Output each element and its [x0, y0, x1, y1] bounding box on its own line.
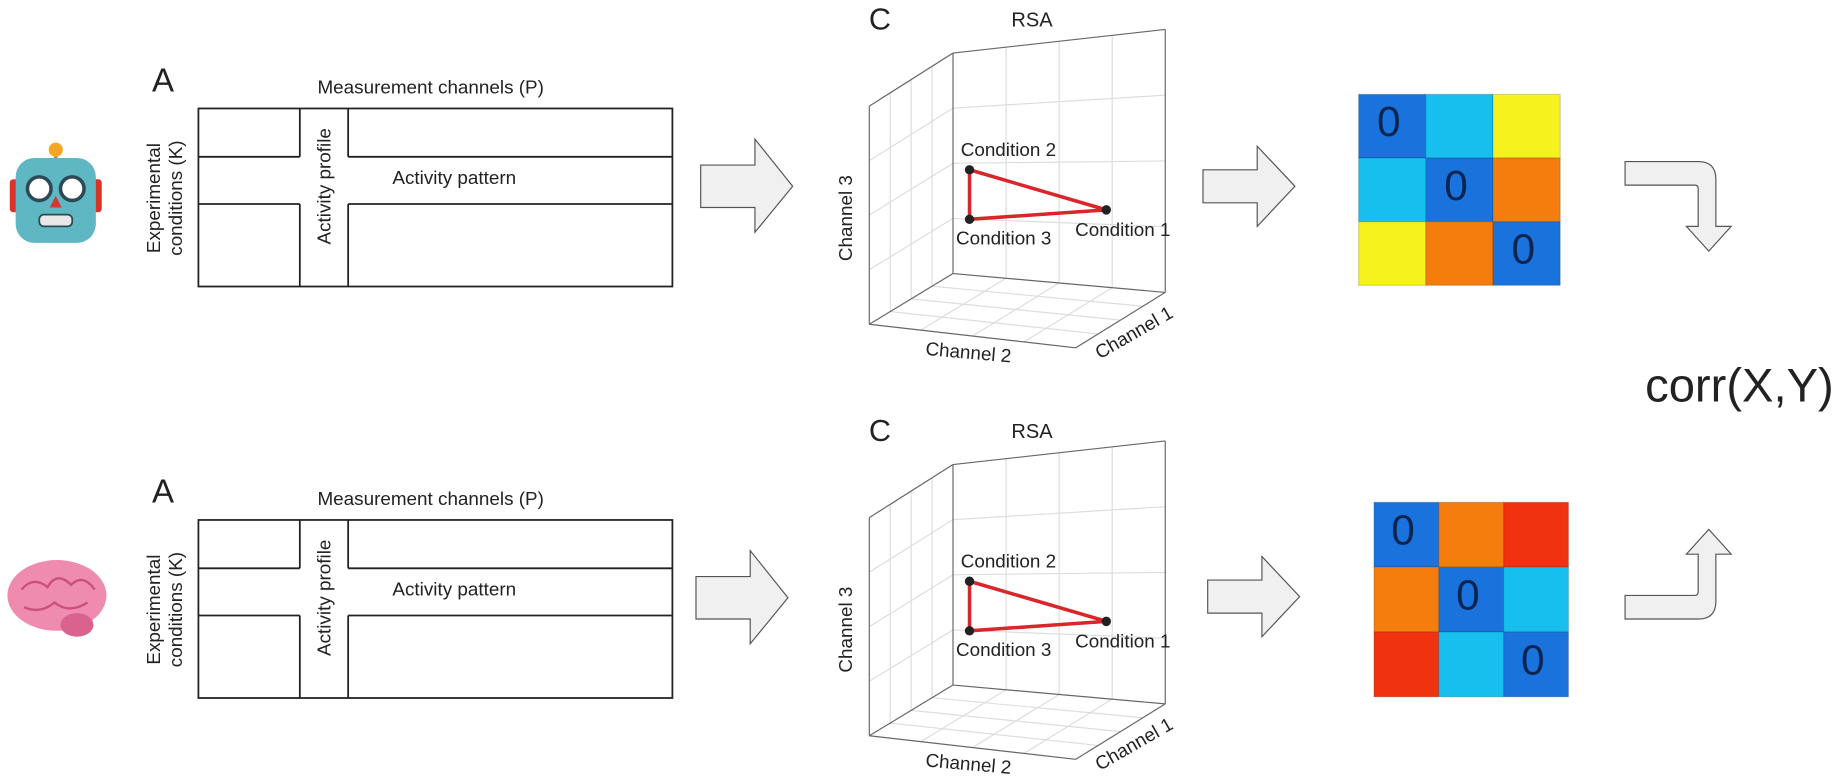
triangle [967, 167, 1107, 222]
axis-label: Channel 3 [835, 175, 856, 261]
profile-label: Activity profile [314, 128, 335, 244]
point-label: Condition 2 [961, 139, 1056, 160]
point [964, 626, 975, 636]
axis-line [868, 464, 954, 519]
grid-line [952, 629, 1166, 639]
axis-line [868, 684, 954, 737]
grid-line [972, 693, 1060, 749]
point-label: Condition 1 [1075, 219, 1170, 240]
curved-arrow [1624, 160, 1733, 253]
point-label: Condition 3 [956, 639, 1051, 660]
matrix-cell [1503, 566, 1570, 633]
grid-line [952, 217, 1166, 228]
cell-label: 0 [1456, 571, 1480, 618]
axis-line [868, 52, 954, 107]
axis-line [952, 440, 1166, 466]
arrow [695, 548, 789, 646]
rsa-title: RSA [1011, 421, 1053, 443]
cell-label: 0 [1377, 98, 1401, 145]
axis-line [952, 684, 1166, 705]
axis-label: Channel 1 [1091, 713, 1176, 774]
axis-label: Channel 3 [835, 587, 856, 673]
curved-arrow [1624, 528, 1733, 620]
arrow [700, 137, 794, 234]
matrix-cell [1373, 566, 1440, 633]
axis-line [952, 28, 1166, 54]
robot-icon [9, 142, 102, 243]
matrix-cell [1358, 157, 1427, 223]
axis-label: Channel 2 [925, 749, 1012, 777]
panel-label: A [152, 61, 174, 98]
arrow [1202, 144, 1296, 228]
rsa-title: RSA [1011, 10, 1053, 32]
matrix-cell [1373, 631, 1440, 698]
grid-line [868, 162, 954, 216]
axis-line [868, 273, 954, 325]
matrix-cell [1358, 221, 1427, 286]
matrix-cell [1425, 93, 1494, 159]
channels-label: Measurement channels (P) [317, 76, 543, 97]
cell-label: 0 [1444, 162, 1468, 209]
point [964, 165, 975, 175]
axis-line [869, 323, 1076, 349]
grid-line [1023, 698, 1113, 754]
grid-line [932, 697, 1143, 719]
point [964, 214, 975, 225]
grid-line [953, 160, 1166, 164]
axis-line [1075, 703, 1166, 760]
grid-line [1023, 287, 1113, 343]
point-label: Condition 2 [961, 550, 1056, 571]
matrix-cell [1492, 93, 1561, 159]
axis-line [952, 272, 1166, 293]
panel-label: C [869, 2, 891, 36]
grid-line [868, 217, 954, 271]
cell-label: 0 [1511, 225, 1535, 272]
matrix-cell [1492, 157, 1561, 223]
matrix-cell [1438, 631, 1505, 698]
conditions-label: conditions (K) [165, 552, 186, 667]
matrix-cell [1503, 501, 1570, 568]
grid-line [953, 571, 1166, 576]
point [1101, 616, 1112, 627]
axis-line [1075, 291, 1166, 349]
matrix-frame [197, 519, 674, 699]
point-label: Condition 1 [1075, 631, 1170, 652]
channels-label: Measurement channels (P) [317, 488, 543, 509]
pattern-label: Activity pattern [392, 579, 516, 600]
point-label: Condition 3 [956, 227, 1051, 248]
panel-label: C [869, 414, 891, 448]
grid-line [868, 629, 954, 682]
matrix-cell [1373, 501, 1440, 568]
matrix-cell [1492, 221, 1561, 286]
brain-icon [7, 560, 107, 637]
result-label: corr(X,Y) [1645, 359, 1834, 412]
axis-line [869, 735, 1076, 760]
triangle [967, 578, 1107, 633]
panel-label: A [152, 473, 174, 510]
conditions-label: Experimental [143, 143, 164, 253]
matrix-cell [1438, 566, 1505, 633]
axis-label: Channel 2 [925, 338, 1012, 366]
matrix-cell [1503, 631, 1570, 698]
matrix-cell [1438, 501, 1505, 568]
point [1101, 205, 1112, 215]
grid-line [972, 282, 1060, 337]
grid-line [868, 574, 954, 628]
cell-label: 0 [1521, 636, 1545, 683]
matrix-frame [197, 107, 674, 288]
point [964, 576, 975, 586]
grid-line [932, 285, 1143, 307]
arrow [1207, 555, 1301, 639]
cell-label: 0 [1391, 507, 1415, 554]
conditions-label: Experimental [143, 555, 164, 665]
profile-label: Activity profile [314, 540, 335, 656]
matrix-cell [1425, 221, 1494, 286]
conditions-label: conditions (K) [165, 140, 186, 255]
axis-label: Channel 1 [1091, 302, 1176, 363]
pattern-label: Activity pattern [392, 167, 516, 188]
